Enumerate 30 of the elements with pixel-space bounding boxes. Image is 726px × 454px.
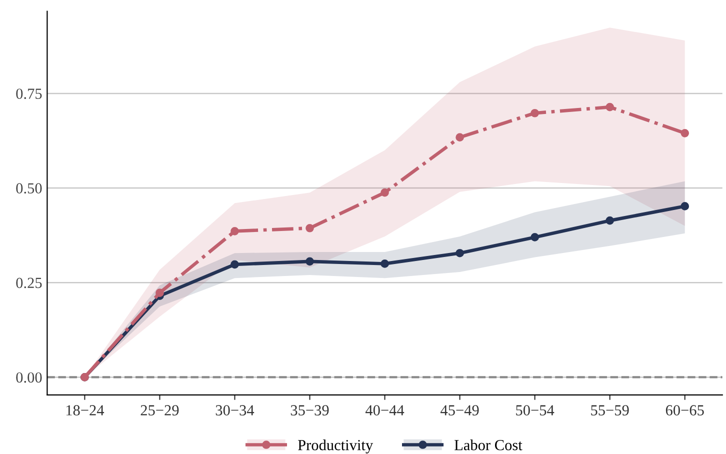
point — [680, 202, 690, 210]
x-tick-label: 30−34 — [216, 405, 254, 416]
y-tick-label: 0.00 — [16, 372, 42, 383]
y-tick-label: 0.50 — [16, 183, 42, 194]
x-tick-label: 35−39 — [290, 405, 329, 416]
x-tick-label: 60−65 — [666, 405, 704, 416]
legend-label: Productivity — [298, 440, 374, 454]
point — [606, 102, 614, 112]
point — [306, 224, 314, 232]
point — [230, 260, 239, 269]
x-tick-label: 18−24 — [66, 405, 104, 416]
x-tick-label: 40−44 — [365, 405, 404, 416]
y-tick-label: 0.25 — [16, 278, 42, 288]
x-tick-label: 25−29 — [140, 405, 179, 416]
legend-label: Labor Cost — [454, 440, 522, 450]
x-tick-label: 50−54 — [516, 405, 554, 416]
point — [156, 288, 164, 297]
point — [456, 133, 464, 142]
x-tick-label: 55−59 — [591, 405, 629, 416]
point — [456, 248, 464, 258]
point — [380, 188, 389, 197]
point — [680, 129, 690, 138]
y-tick-label: 0.75 — [16, 88, 42, 99]
x-tick-label: 45−49 — [440, 405, 479, 416]
point — [380, 260, 389, 268]
point — [530, 108, 539, 118]
point — [306, 257, 314, 266]
point — [606, 216, 614, 225]
point — [230, 226, 239, 236]
point — [530, 233, 539, 242]
